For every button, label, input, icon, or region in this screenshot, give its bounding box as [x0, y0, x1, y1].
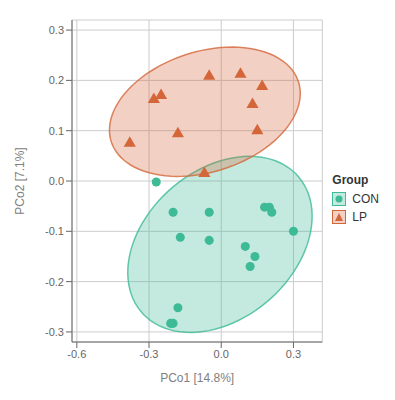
svg-text:0.3: 0.3 — [49, 24, 64, 36]
svg-text:0.3: 0.3 — [286, 348, 301, 360]
svg-text:PCo2 [7.1%]: PCo2 [7.1%] — [13, 147, 27, 214]
svg-text:PCo1 [14.8%]: PCo1 [14.8%] — [160, 371, 234, 385]
html-text:Group: Group — [332, 173, 369, 188]
svg-text:-0.1: -0.1 — [45, 225, 64, 237]
svg-text:0.0: 0.0 — [49, 175, 64, 187]
html-text:LP: LP — [352, 209, 367, 224]
svg-text:0.2: 0.2 — [49, 74, 64, 86]
html-text:CON: CON — [352, 192, 379, 206]
svg-text:-0.3: -0.3 — [140, 348, 159, 360]
svg-text:0.0: 0.0 — [214, 348, 229, 360]
svg-text:-0.3: -0.3 — [45, 326, 64, 338]
svg-text:-0.6: -0.6 — [67, 348, 86, 360]
svg-text:-0.2: -0.2 — [45, 276, 64, 288]
svg-text:0.1: 0.1 — [49, 125, 64, 137]
